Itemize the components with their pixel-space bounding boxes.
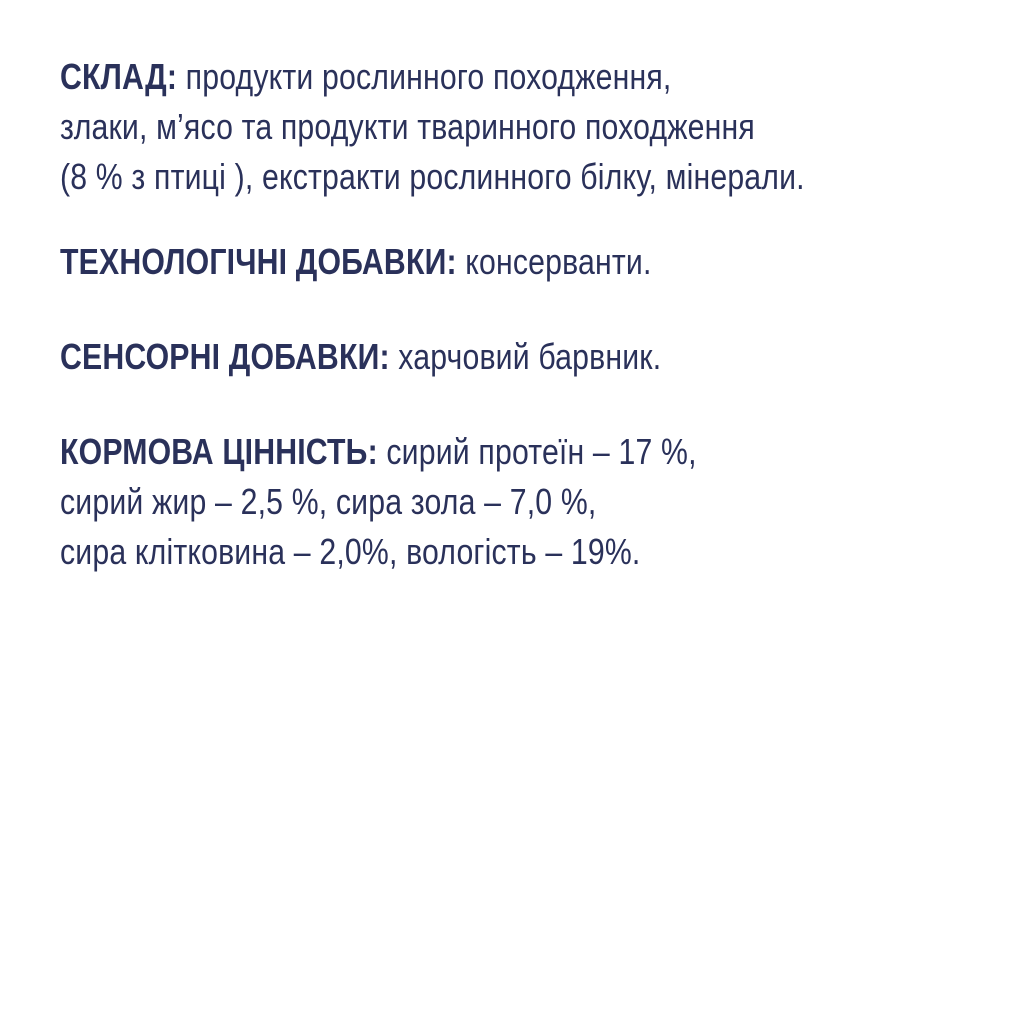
section-label: СЕНСОРНІ ДОБАВКИ: [60,336,390,377]
section-text: консерванти. [456,241,652,282]
section-text: харчовий барвник. [389,336,662,377]
section-feed-value: КОРМОВА ЦІННІСТЬ: сирий протеїн – 17 %, … [60,427,1024,577]
text-line: КОРМОВА ЦІННІСТЬ: сирий протеїн – 17 %, [60,427,1024,477]
section-text: сирий протеїн – 17 %, [377,431,697,472]
text-line: злаки, м’ясо та продукти тваринного похо… [60,102,1024,152]
section-text: злаки, м’ясо та продукти тваринного похо… [60,106,755,147]
section-sensory-additives: СЕНСОРНІ ДОБАВКИ: харчовий барвник. [60,332,1024,382]
text-line: сира клітковина – 2,0%, вологість – 19%. [60,527,1024,577]
ingredients-panel: СКЛАД: продукти рослинного походження, з… [60,52,1024,622]
section-text: (8 % з птиці ), екстракти рослинного біл… [60,156,805,197]
section-technological-additives: ТЕХНОЛОГІЧНІ ДОБАВКИ: консерванти. [60,237,1024,287]
section-composition: СКЛАД: продукти рослинного походження, з… [60,52,1024,202]
section-label: КОРМОВА ЦІННІСТЬ: [60,431,378,472]
text-line: ТЕХНОЛОГІЧНІ ДОБАВКИ: консерванти. [60,237,1024,287]
text-line: сирий жир – 2,5 %, сира зола – 7,0 %, [60,477,1024,527]
section-text: сирий жир – 2,5 %, сира зола – 7,0 %, [60,481,597,522]
section-text: сира клітковина – 2,0%, вологість – 19%. [60,531,641,572]
text-block: СКЛАД: продукти рослинного походження, з… [60,52,1024,577]
text-line: СЕНСОРНІ ДОБАВКИ: харчовий барвник. [60,332,1024,382]
section-label: СКЛАД: [60,56,178,97]
section-label: ТЕХНОЛОГІЧНІ ДОБАВКИ: [60,241,457,282]
text-line: (8 % з птиці ), екстракти рослинного біл… [60,152,1024,202]
section-text: продукти рослинного походження, [177,56,672,97]
text-line: СКЛАД: продукти рослинного походження, [60,52,1024,102]
